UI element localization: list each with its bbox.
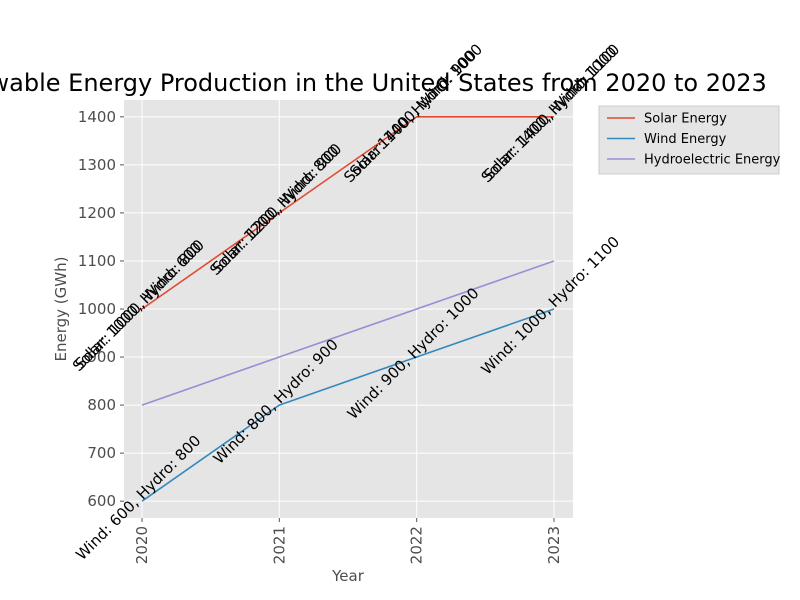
y-tick-label: 1100	[78, 252, 116, 270]
x-tick-label: 2020	[133, 526, 151, 564]
x-axis-label: Year	[331, 567, 365, 585]
series-line-solar-energy	[141, 116, 554, 310]
y-tick-label: 800	[87, 396, 116, 414]
series-line-hydroelectric-energy	[141, 260, 555, 406]
y-tick-label: 600	[87, 492, 116, 510]
x-tick-label: 2021	[270, 526, 288, 564]
legend: Solar Energy Wind Energy Hydroelectric Ene…	[598, 105, 781, 175]
y-tick-label: 1000	[78, 300, 116, 318]
y-axis-label: Energy (GWh)	[52, 257, 70, 362]
y-tick-label: 900	[87, 348, 116, 366]
y-tick-label: 1400	[78, 108, 116, 126]
x-tick-label: 2022	[408, 526, 426, 564]
legend-label: Hydroelectric Energy	[644, 153, 781, 168]
legend-label: Wind Energy	[644, 132, 727, 147]
axis-ticks: 600 700 800 900 1000 1100 1200 1300 1400 2020 2021…	[78, 108, 563, 564]
y-tick-label: 1200	[78, 204, 116, 222]
series-line-wind-energy	[141, 308, 555, 502]
x-tick-label: 2023	[545, 526, 563, 564]
chart-title: Renewable Energy Production in the Unite…	[0, 69, 767, 97]
legend-label: Solar Energy	[644, 112, 727, 127]
series-lines	[141, 116, 555, 502]
y-tick-label: 700	[87, 444, 116, 462]
y-tick-label: 1300	[78, 156, 116, 174]
